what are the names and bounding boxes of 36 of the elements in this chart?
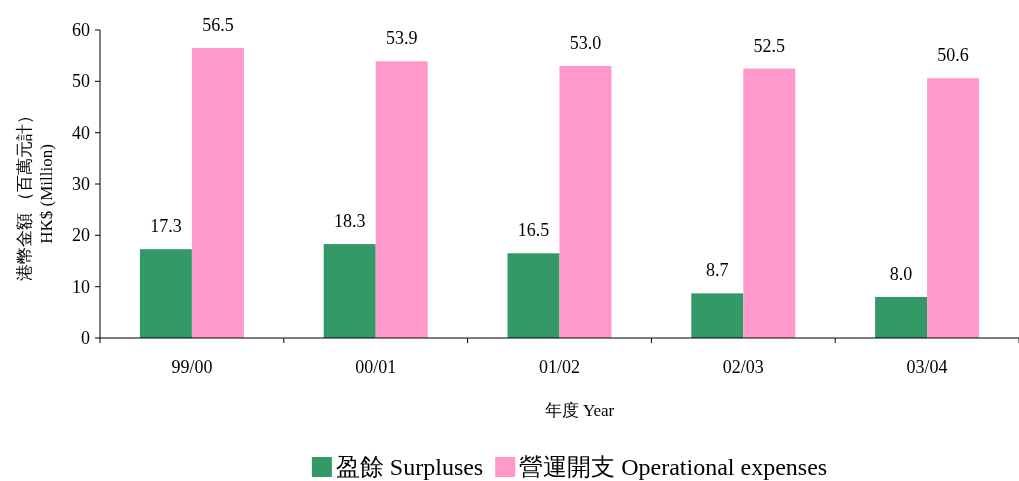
data-label: 8.7 <box>706 260 729 281</box>
x-tick-label: 00/01 <box>355 357 397 377</box>
y-tick-label: 10 <box>72 276 90 297</box>
legend-label: 營運開支 Operational expenses <box>519 454 828 480</box>
y-tick-label: 60 <box>72 20 90 40</box>
data-label: 53.0 <box>569 32 602 53</box>
data-label: 52.5 <box>753 35 786 56</box>
data-label: 56.5 <box>202 14 234 35</box>
x-tick-label: 01/02 <box>538 357 581 377</box>
bar <box>875 296 928 338</box>
y-tick-label: 30 <box>72 174 90 194</box>
bar <box>323 244 376 338</box>
bar <box>927 78 980 338</box>
bar <box>507 253 560 338</box>
data-label: 53.9 <box>385 28 418 49</box>
data-label: 18.3 <box>333 211 366 232</box>
y-tick-label: 20 <box>72 225 90 246</box>
bar <box>139 249 192 338</box>
bar <box>375 61 428 338</box>
x-tick-label: 99/00 <box>171 357 213 377</box>
data-label: 17.3 <box>150 216 182 237</box>
x-axis-title: 年度 Year <box>544 401 615 420</box>
x-tick-label: 02/03 <box>722 357 764 377</box>
y-axis-title: 港幣金額 （百萬元計） HK$ (Million) <box>15 106 56 282</box>
data-label: 16.5 <box>517 220 550 241</box>
data-label: 50.6 <box>937 45 969 66</box>
bar <box>691 293 744 338</box>
y-tick-label: 50 <box>72 71 90 92</box>
data-label: 8.0 <box>889 263 913 284</box>
y-tick-label: 0 <box>81 328 90 348</box>
bar <box>191 47 244 338</box>
bar <box>743 68 796 338</box>
x-tick-label: 03/04 <box>906 357 948 377</box>
y-tick-label: 40 <box>72 122 90 143</box>
bar <box>559 65 612 338</box>
legend-label: 盈餘 Surpluses <box>335 454 484 480</box>
